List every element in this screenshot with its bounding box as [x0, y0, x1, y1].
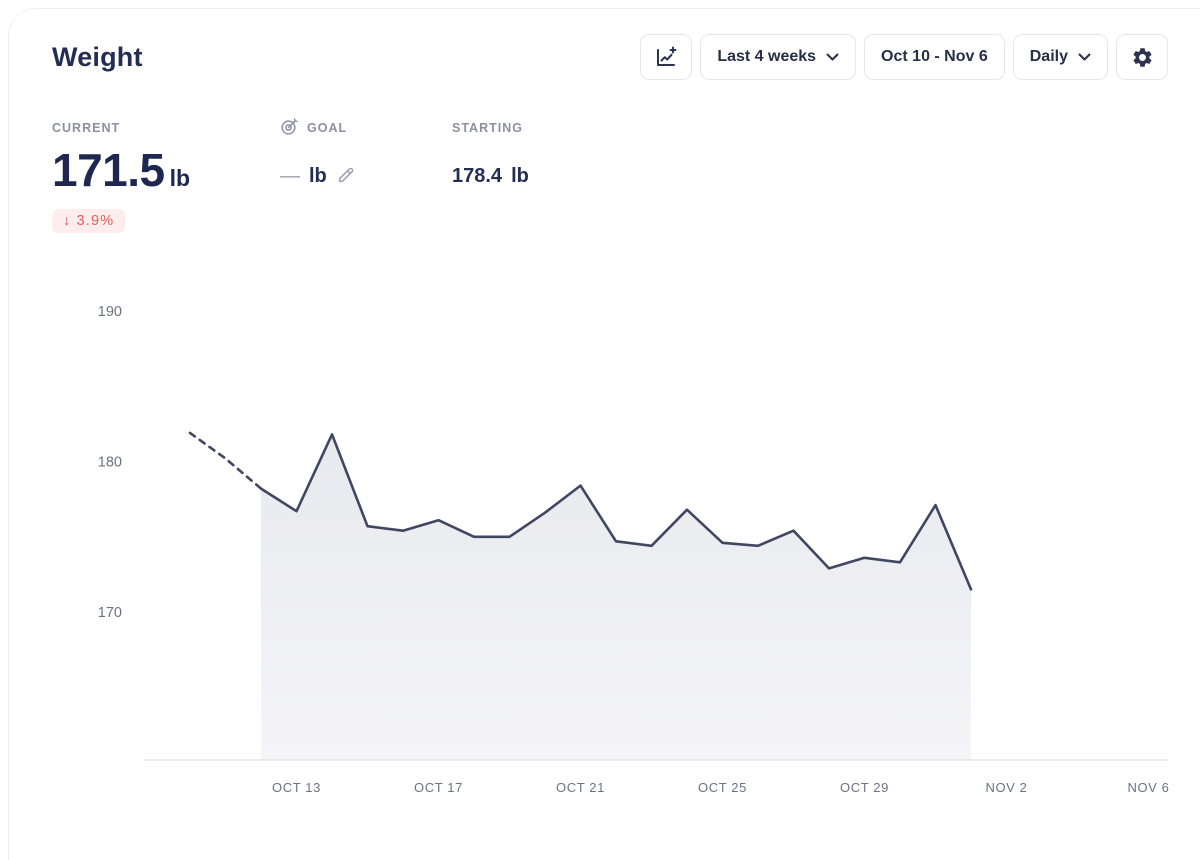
stat-current: CURRENT 171.5 lb ↓ 3.9% [52, 118, 280, 234]
x-tick-label: NOV 6 [1127, 780, 1169, 795]
stats-row: CURRENT 171.5 lb ↓ 3.9% GOAL — lb [0, 116, 1200, 234]
y-tick-label: 180 [98, 455, 122, 471]
x-tick-label: OCT 17 [414, 780, 463, 795]
y-tick-label: 170 [98, 605, 122, 621]
chevron-down-icon [826, 53, 839, 61]
stat-goal: GOAL — lb [280, 116, 452, 188]
chart-plus-icon [654, 45, 678, 69]
date-range-button[interactable]: Oct 10 - Nov 6 [864, 34, 1005, 80]
range-select[interactable]: Last 4 weeks [700, 34, 857, 80]
arrow-down-icon: ↓ [63, 213, 72, 230]
settings-button[interactable] [1116, 34, 1168, 80]
edit-goal-button[interactable] [336, 165, 356, 188]
range-select-label: Last 4 weeks [717, 48, 817, 65]
goal-value: — lb [280, 165, 452, 188]
date-range-label: Oct 10 - Nov 6 [881, 48, 988, 65]
change-badge: ↓ 3.9% [52, 209, 126, 234]
x-tick-label: OCT 25 [698, 780, 747, 795]
header: Weight Last 4 weeks Oct 10 - Nov 6 Daily [0, 0, 1200, 80]
pencil-icon [336, 165, 356, 188]
x-tick-label: OCT 13 [272, 780, 321, 795]
chevron-down-icon [1078, 53, 1091, 61]
stat-starting: STARTING 178.4 lb [452, 118, 529, 188]
gear-icon [1131, 46, 1154, 69]
starting-value: 178.4 lb [452, 165, 529, 187]
y-tick-label: 190 [98, 304, 122, 320]
add-data-button[interactable] [640, 34, 693, 80]
chart-dashed-line [188, 431, 263, 490]
weight-chart-svg[interactable]: 190 180 170 OCT 13 OCT 17 OCT 21 OCT 25 OCT 29 N… [0, 278, 1200, 823]
x-tick-label: OCT 29 [840, 780, 889, 795]
page-title: Weight [52, 41, 143, 72]
x-tick-label: NOV 2 [985, 780, 1027, 795]
goal-label: GOAL [307, 121, 348, 135]
x-tick-label: OCT 21 [556, 780, 605, 795]
current-value: 171.5 lb [52, 144, 191, 196]
x-axis-labels: OCT 13 OCT 17 OCT 21 OCT 25 OCT 29 NOV 2 NOV 6 [272, 780, 1169, 795]
granularity-select[interactable]: Daily [1012, 34, 1108, 80]
weight-chart[interactable]: 190 180 170 OCT 13 OCT 17 OCT 21 OCT 25 OCT 29 N… [0, 278, 1200, 823]
granularity-label: Daily [1029, 48, 1068, 65]
y-axis-labels: 190 180 170 [98, 304, 122, 621]
starting-label: STARTING [452, 121, 523, 135]
current-label: CURRENT [52, 121, 121, 135]
target-icon [280, 116, 300, 141]
chart-area-fill [261, 434, 971, 760]
toolbar: Last 4 weeks Oct 10 - Nov 6 Daily [640, 34, 1168, 80]
change-value: 3.9% [76, 213, 115, 230]
chart-line [259, 433, 973, 591]
